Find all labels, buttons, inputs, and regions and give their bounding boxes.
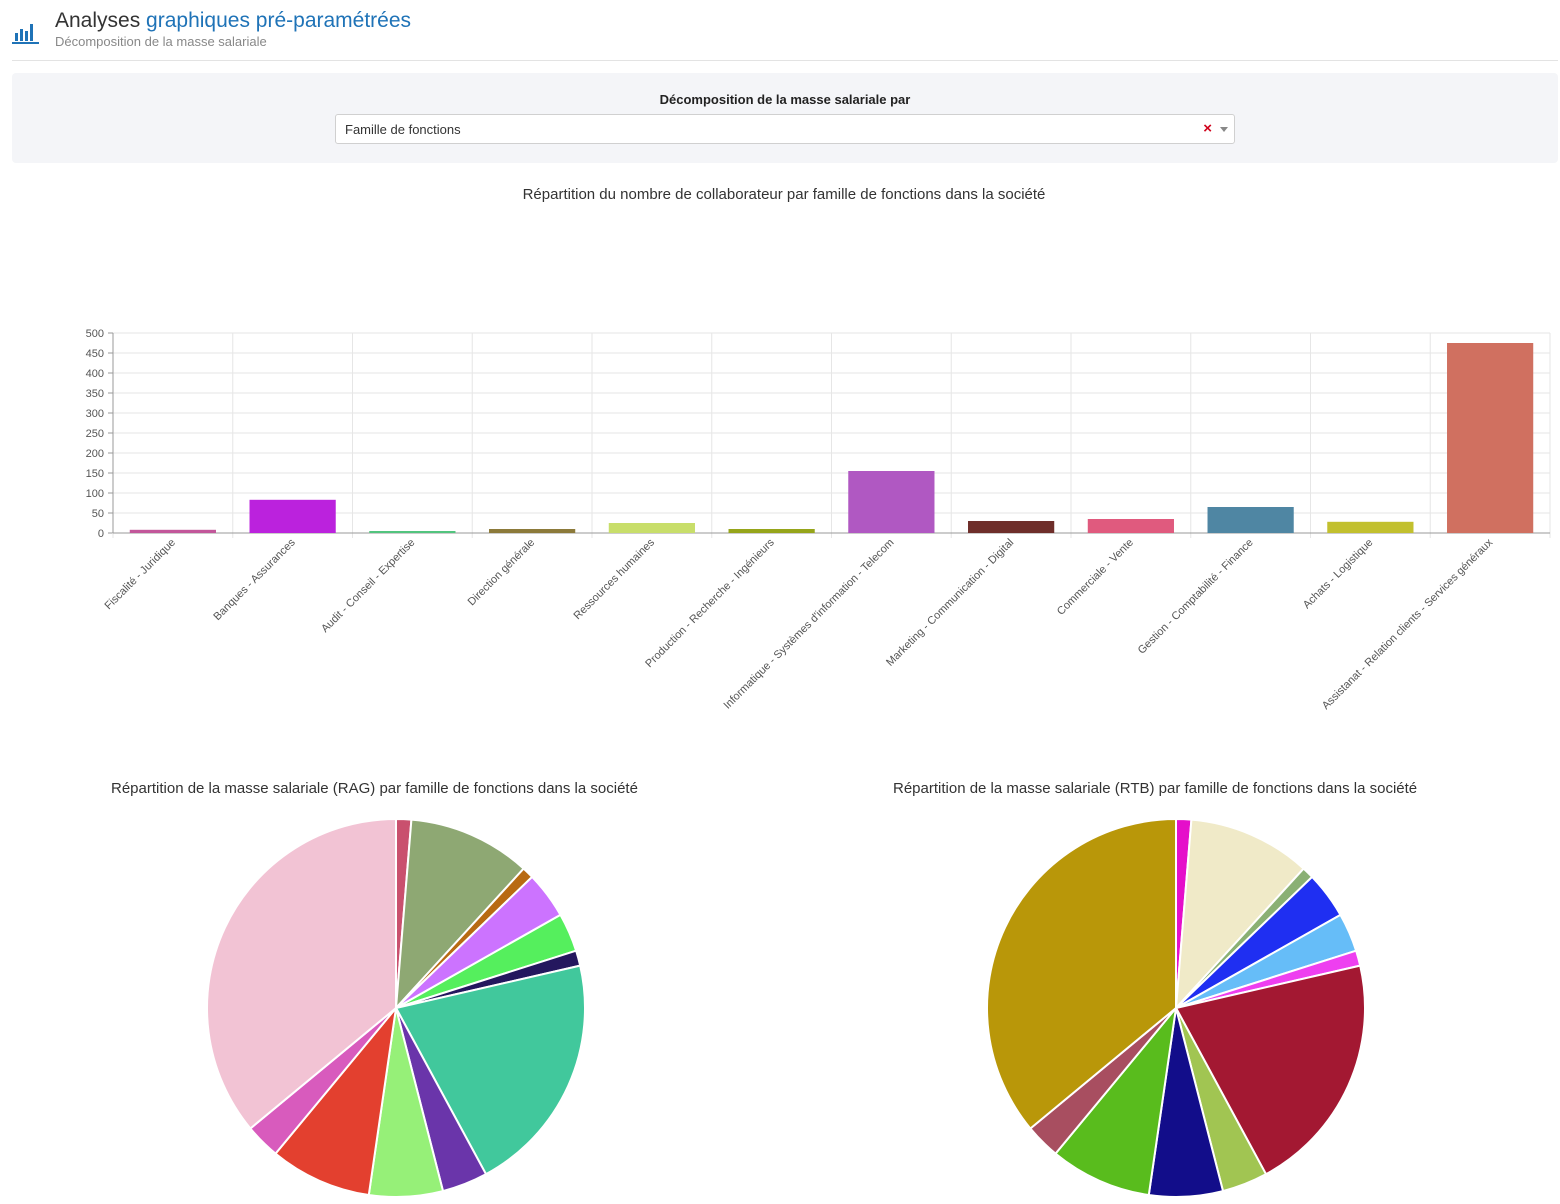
bar[interactable] [848, 471, 935, 533]
y-tick-label: 450 [86, 348, 104, 360]
x-tick-label: Achats - Logistique [1301, 537, 1376, 612]
x-tick-label: Ressources humaines [572, 536, 658, 622]
pie-slice[interactable] [394, 964, 586, 1176]
bar[interactable] [489, 529, 576, 533]
y-tick-label: 350 [86, 388, 104, 400]
y-tick-label: 0 [98, 528, 104, 540]
y-tick-label: 150 [86, 468, 104, 480]
filter-label: Décomposition de la masse salariale par [659, 92, 911, 107]
bar[interactable] [608, 523, 695, 533]
x-tick-label: Banques - Assurances [211, 536, 298, 623]
pie-slice[interactable] [1174, 818, 1306, 1011]
pie-chart-rag [206, 817, 586, 1198]
x-tick-label: Commerciale - Vente [1055, 537, 1136, 618]
bar[interactable] [129, 529, 216, 533]
bar[interactable] [1207, 507, 1294, 533]
bar-chart-title: Répartition du nombre de collaborateur p… [522, 186, 1046, 203]
select-value: Famille de fonctions [345, 122, 461, 137]
pie-rag-title: Répartition de la masse salariale (RAG) … [111, 780, 638, 797]
pie-slice[interactable] [1174, 964, 1366, 1176]
y-tick-label: 100 [86, 488, 104, 500]
x-tick-label: Direction générale [466, 537, 538, 609]
y-tick-label: 500 [86, 328, 104, 340]
bar[interactable] [728, 529, 815, 533]
x-tick-label: Production - Recherche - Ingénieurs [643, 536, 777, 670]
bar[interactable] [1327, 521, 1414, 533]
bar[interactable] [968, 521, 1055, 533]
page-header: Analyses graphiques pré-paramétrées Déco… [12, 6, 1558, 61]
y-tick-label: 300 [86, 408, 104, 420]
x-tick-label: Gestion - Comptabilité - Finance [1136, 537, 1256, 657]
y-tick-label: 50 [92, 508, 104, 520]
y-tick-label: 250 [86, 428, 104, 440]
pie-slice[interactable] [206, 817, 397, 1130]
page-title-main: Analyses [55, 9, 147, 32]
x-tick-label: Fiscalité - Juridique [103, 537, 178, 612]
pie-slice[interactable] [986, 817, 1177, 1130]
chevron-down-icon[interactable] [1220, 127, 1228, 132]
bar[interactable] [1447, 343, 1534, 533]
decomposition-select[interactable]: Famille de fonctions × [335, 114, 1235, 144]
pie-slice[interactable] [274, 1004, 398, 1197]
page-subtitle: Décomposition de la masse salariale [55, 34, 267, 49]
pie-slice[interactable] [1054, 1004, 1178, 1197]
clear-icon[interactable]: × [1203, 120, 1212, 137]
y-tick-label: 200 [86, 448, 104, 460]
bar[interactable] [369, 531, 456, 533]
pie-slice[interactable] [394, 818, 526, 1011]
page-title-accent: graphiques pré-paramétrées [146, 9, 412, 32]
pie-rtb-title: Répartition de la masse salariale (RTB) … [893, 780, 1418, 797]
filter-panel: Décomposition de la masse salariale par … [12, 73, 1558, 163]
x-tick-label: Marketing - Communication - Digital [884, 537, 1016, 669]
bar[interactable] [249, 499, 336, 533]
y-tick-label: 400 [86, 368, 104, 380]
bar[interactable] [1087, 519, 1174, 533]
bar-chart: 0 50 100 150 200 250 300 350 400 450 500 Fiscalité … [86, 328, 1551, 712]
x-tick-label: Audit - Conseil - Expertise [319, 537, 417, 635]
bar-chart-icon [12, 24, 39, 44]
pie-chart-rtb [986, 817, 1366, 1198]
page-title: Analyses graphiques pré-paramétrées [55, 9, 411, 33]
